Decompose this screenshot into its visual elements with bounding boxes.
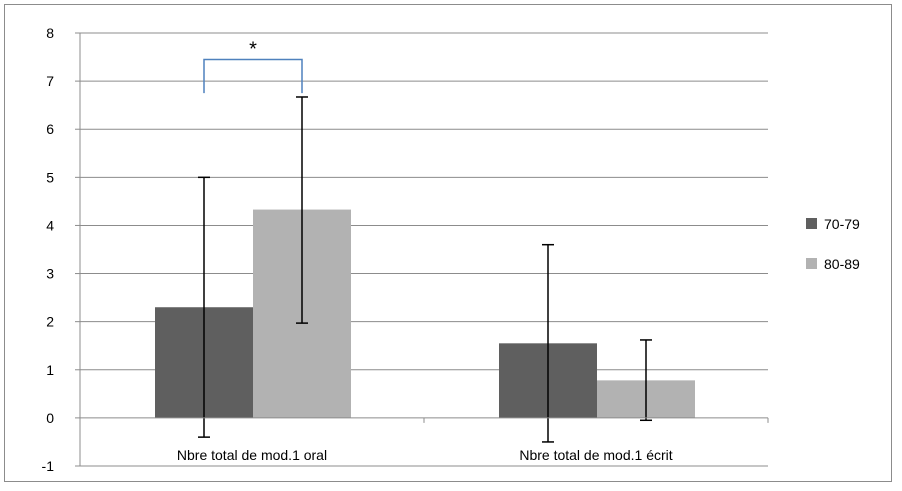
y-tick-label: 2 [46,314,54,330]
category-label: Nbre total de mod.1 oral [177,447,327,463]
y-axis: -1 0 1 2 3 4 5 6 7 8 [42,25,81,474]
significance-label: * [249,38,257,60]
y-tick-label: 1 [46,362,54,378]
y-tick-label: 5 [46,169,54,185]
legend-swatch [806,258,817,269]
y-tick-label: 7 [46,73,54,89]
legend: 70-79 80-89 [806,216,860,272]
category-label: Nbre total de mod.1 écrit [519,447,672,463]
legend-label: 80-89 [824,256,860,272]
error-bars [198,96,652,443]
y-tick-label: 8 [46,25,54,41]
significance-annotation: * [203,38,303,94]
y-tick-label: 4 [46,217,54,233]
significance-bracket [203,58,303,94]
y-tick-label: 6 [46,121,54,137]
legend-swatch [806,218,817,229]
chart-frame [4,4,892,482]
y-tick-label: 0 [46,410,54,426]
legend-label: 70-79 [824,216,860,232]
bars [155,209,695,418]
y-tick-label: -1 [42,458,55,474]
y-tick-label: 3 [46,266,54,282]
x-axis: Nbre total de mod.1 oral Nbre total de mo… [79,417,769,463]
